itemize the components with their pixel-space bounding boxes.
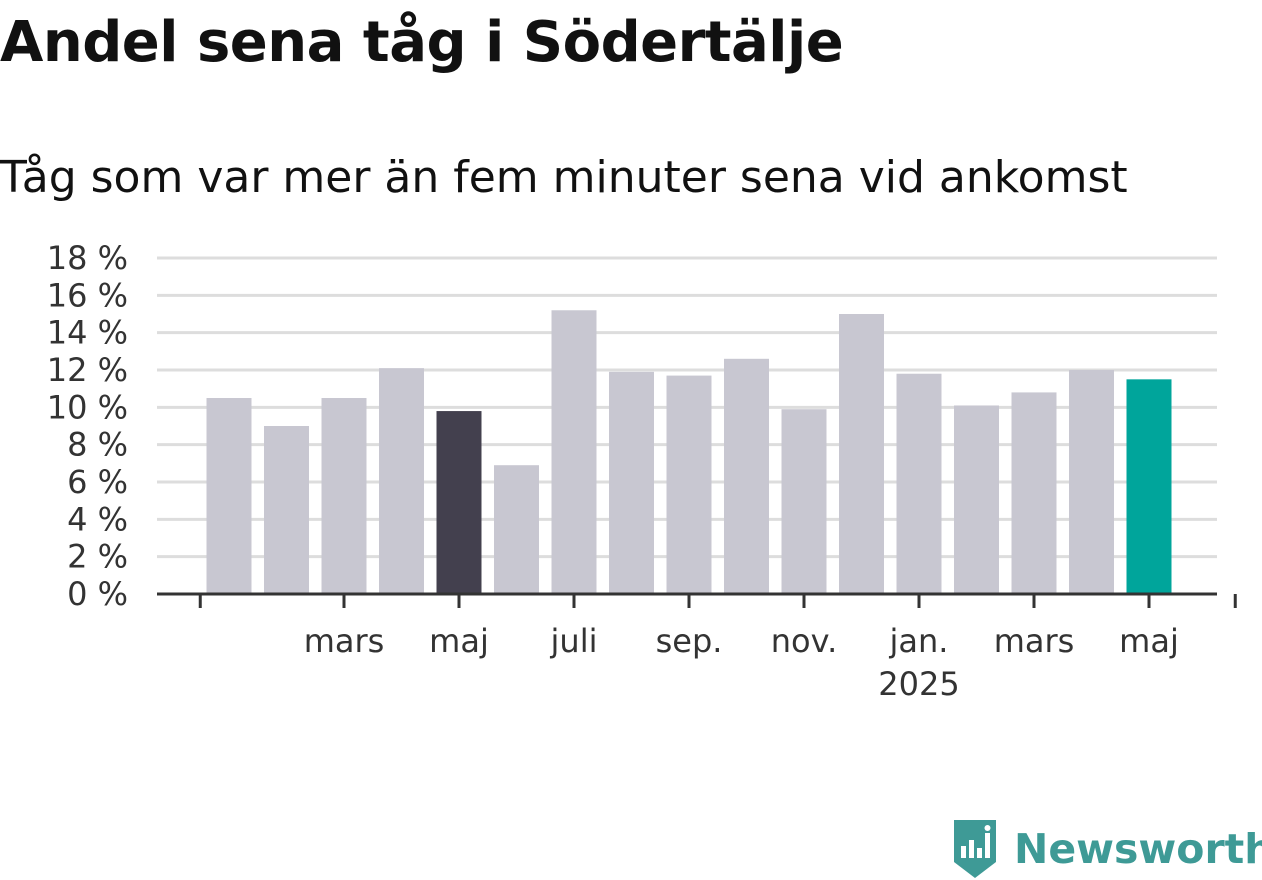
y-tick-label: 18 % — [47, 239, 128, 277]
bar — [781, 409, 827, 594]
x-tick-label: mars — [994, 622, 1075, 660]
bar — [839, 314, 884, 594]
x-tick-sublabel: 2025 — [878, 665, 959, 703]
brand-name: Newsworthy — [1014, 825, 1262, 873]
brand-logo: Newsworthy — [950, 818, 1262, 880]
x-tick-label: maj — [429, 622, 489, 660]
y-tick-label: 0 % — [67, 575, 128, 613]
bar — [321, 398, 367, 594]
bar — [666, 375, 712, 594]
y-tick-label: 4 % — [67, 500, 128, 538]
bar — [1126, 379, 1172, 594]
y-tick-label: 14 % — [47, 314, 128, 352]
bar — [206, 398, 252, 594]
bar-chart-badge-icon — [954, 820, 996, 878]
y-tick-label: 16 % — [47, 276, 128, 314]
y-tick-label: 8 % — [67, 426, 128, 464]
bar — [1069, 370, 1114, 594]
bar — [1011, 392, 1057, 594]
bar — [494, 465, 539, 594]
bar — [264, 426, 309, 594]
bar — [724, 358, 769, 594]
x-tick-label: sep. — [656, 622, 723, 660]
bar — [379, 368, 424, 594]
bar — [896, 373, 942, 594]
y-tick-label: 2 % — [67, 538, 128, 576]
bar — [551, 310, 597, 594]
x-tick-label: nov. — [771, 622, 837, 660]
chart-subtitle: Tåg som var mer än fem minuter sena vid … — [0, 152, 1128, 203]
y-tick-label: 12 % — [47, 351, 128, 389]
x-tick-label: jan. — [889, 622, 949, 660]
x-tick-label: maj — [1119, 622, 1179, 660]
x-tick-label: mars — [304, 622, 385, 660]
y-tick-label: 6 % — [67, 463, 128, 501]
bar — [609, 371, 654, 594]
bar — [436, 411, 482, 594]
bar — [954, 405, 999, 594]
y-tick-label: 10 % — [47, 388, 128, 426]
x-tick-label: juli — [550, 622, 598, 660]
chart-title: Andel sena tåg i Södertälje — [0, 10, 844, 75]
